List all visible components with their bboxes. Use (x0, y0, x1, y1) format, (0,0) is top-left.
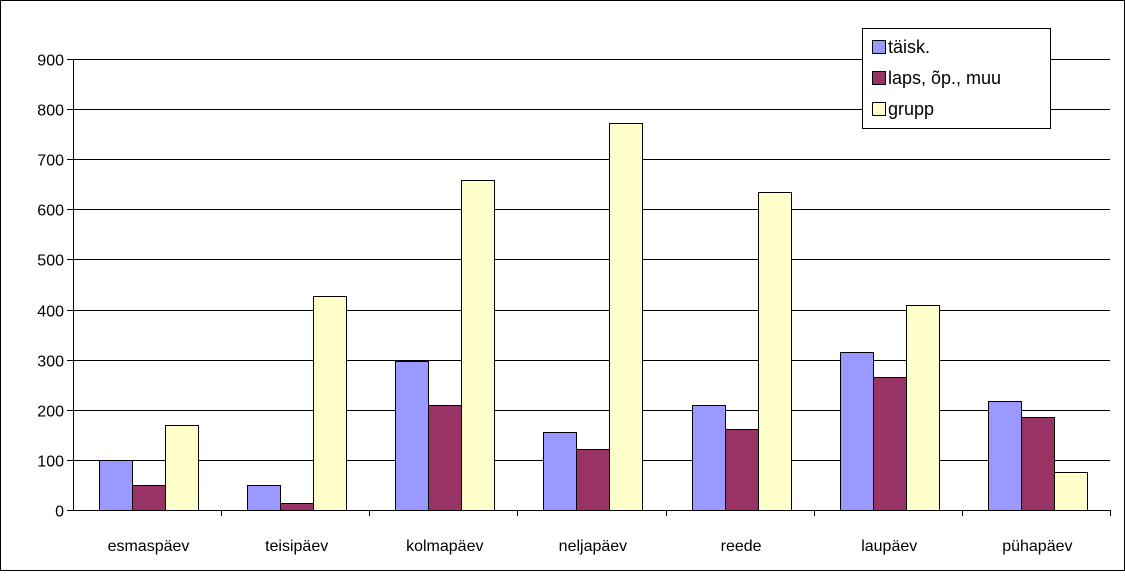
y-tick-label: 800 (37, 103, 64, 120)
x-category-label: pühapäev (1002, 538, 1072, 555)
bar-1-teisipäev (247, 485, 281, 511)
bar-3-esmaspäev (165, 425, 199, 511)
bar-1-esmaspäev (99, 460, 133, 511)
bar-3-laupäev (906, 305, 940, 511)
x-category-label: laupäev (861, 538, 917, 555)
x-category-label: reede (721, 538, 762, 555)
bar-3-kolmapäev (461, 180, 495, 511)
bar-2-laupäev (873, 377, 907, 511)
legend-swatch-2 (872, 71, 886, 85)
legend-label-3: grupp (888, 99, 934, 119)
bar-1-kolmapäev (395, 361, 429, 511)
legend-box (862, 28, 1051, 129)
bar-2-neljapäev (576, 449, 610, 511)
bar-1-laupäev (840, 352, 874, 511)
y-tick-label: 100 (37, 454, 64, 471)
x-category-label: teisipäev (265, 538, 328, 555)
x-category-label: kolmapäev (406, 538, 483, 555)
y-tick-label: 200 (37, 404, 64, 421)
bars (99, 123, 1088, 511)
bar-3-teisipäev (313, 296, 347, 511)
bar-1-pühapäev (988, 401, 1022, 511)
legend-swatch-3 (872, 102, 886, 116)
y-tick-label: 300 (37, 354, 64, 371)
x-category-label: esmaspäev (108, 538, 190, 555)
legend-label-2: laps, õp., muu (888, 68, 1001, 88)
axis-labels: 0 100 200 300 400 500 600 700 800 900 esmaspäev tei… (37, 53, 1072, 556)
y-tick-label: 500 (37, 253, 64, 270)
bar-3-reede (758, 192, 792, 511)
y-tick-label: 400 (37, 304, 64, 321)
bar-2-esmaspäev (132, 485, 166, 511)
x-category-label: neljapäev (559, 538, 628, 555)
bar-1-reede (692, 405, 726, 511)
bar-3-neljapäev (609, 123, 643, 511)
bar-2-teisipäev (280, 503, 314, 511)
y-tick-label: 900 (37, 53, 64, 70)
y-tick-label: 700 (37, 153, 64, 170)
bar-3-pühapäev (1054, 472, 1088, 511)
y-tick-label: 0 (55, 504, 64, 521)
bar-2-kolmapäev (428, 405, 462, 511)
y-tick-label: 600 (37, 203, 64, 220)
bar-2-reede (725, 429, 759, 511)
legend: täisk. laps, õp., muu grupp (862, 28, 1051, 129)
bar-1-neljapäev (543, 432, 577, 511)
bar-2-pühapäev (1021, 417, 1055, 511)
legend-label-1: täisk. (888, 37, 930, 57)
legend-swatch-1 (872, 40, 886, 54)
